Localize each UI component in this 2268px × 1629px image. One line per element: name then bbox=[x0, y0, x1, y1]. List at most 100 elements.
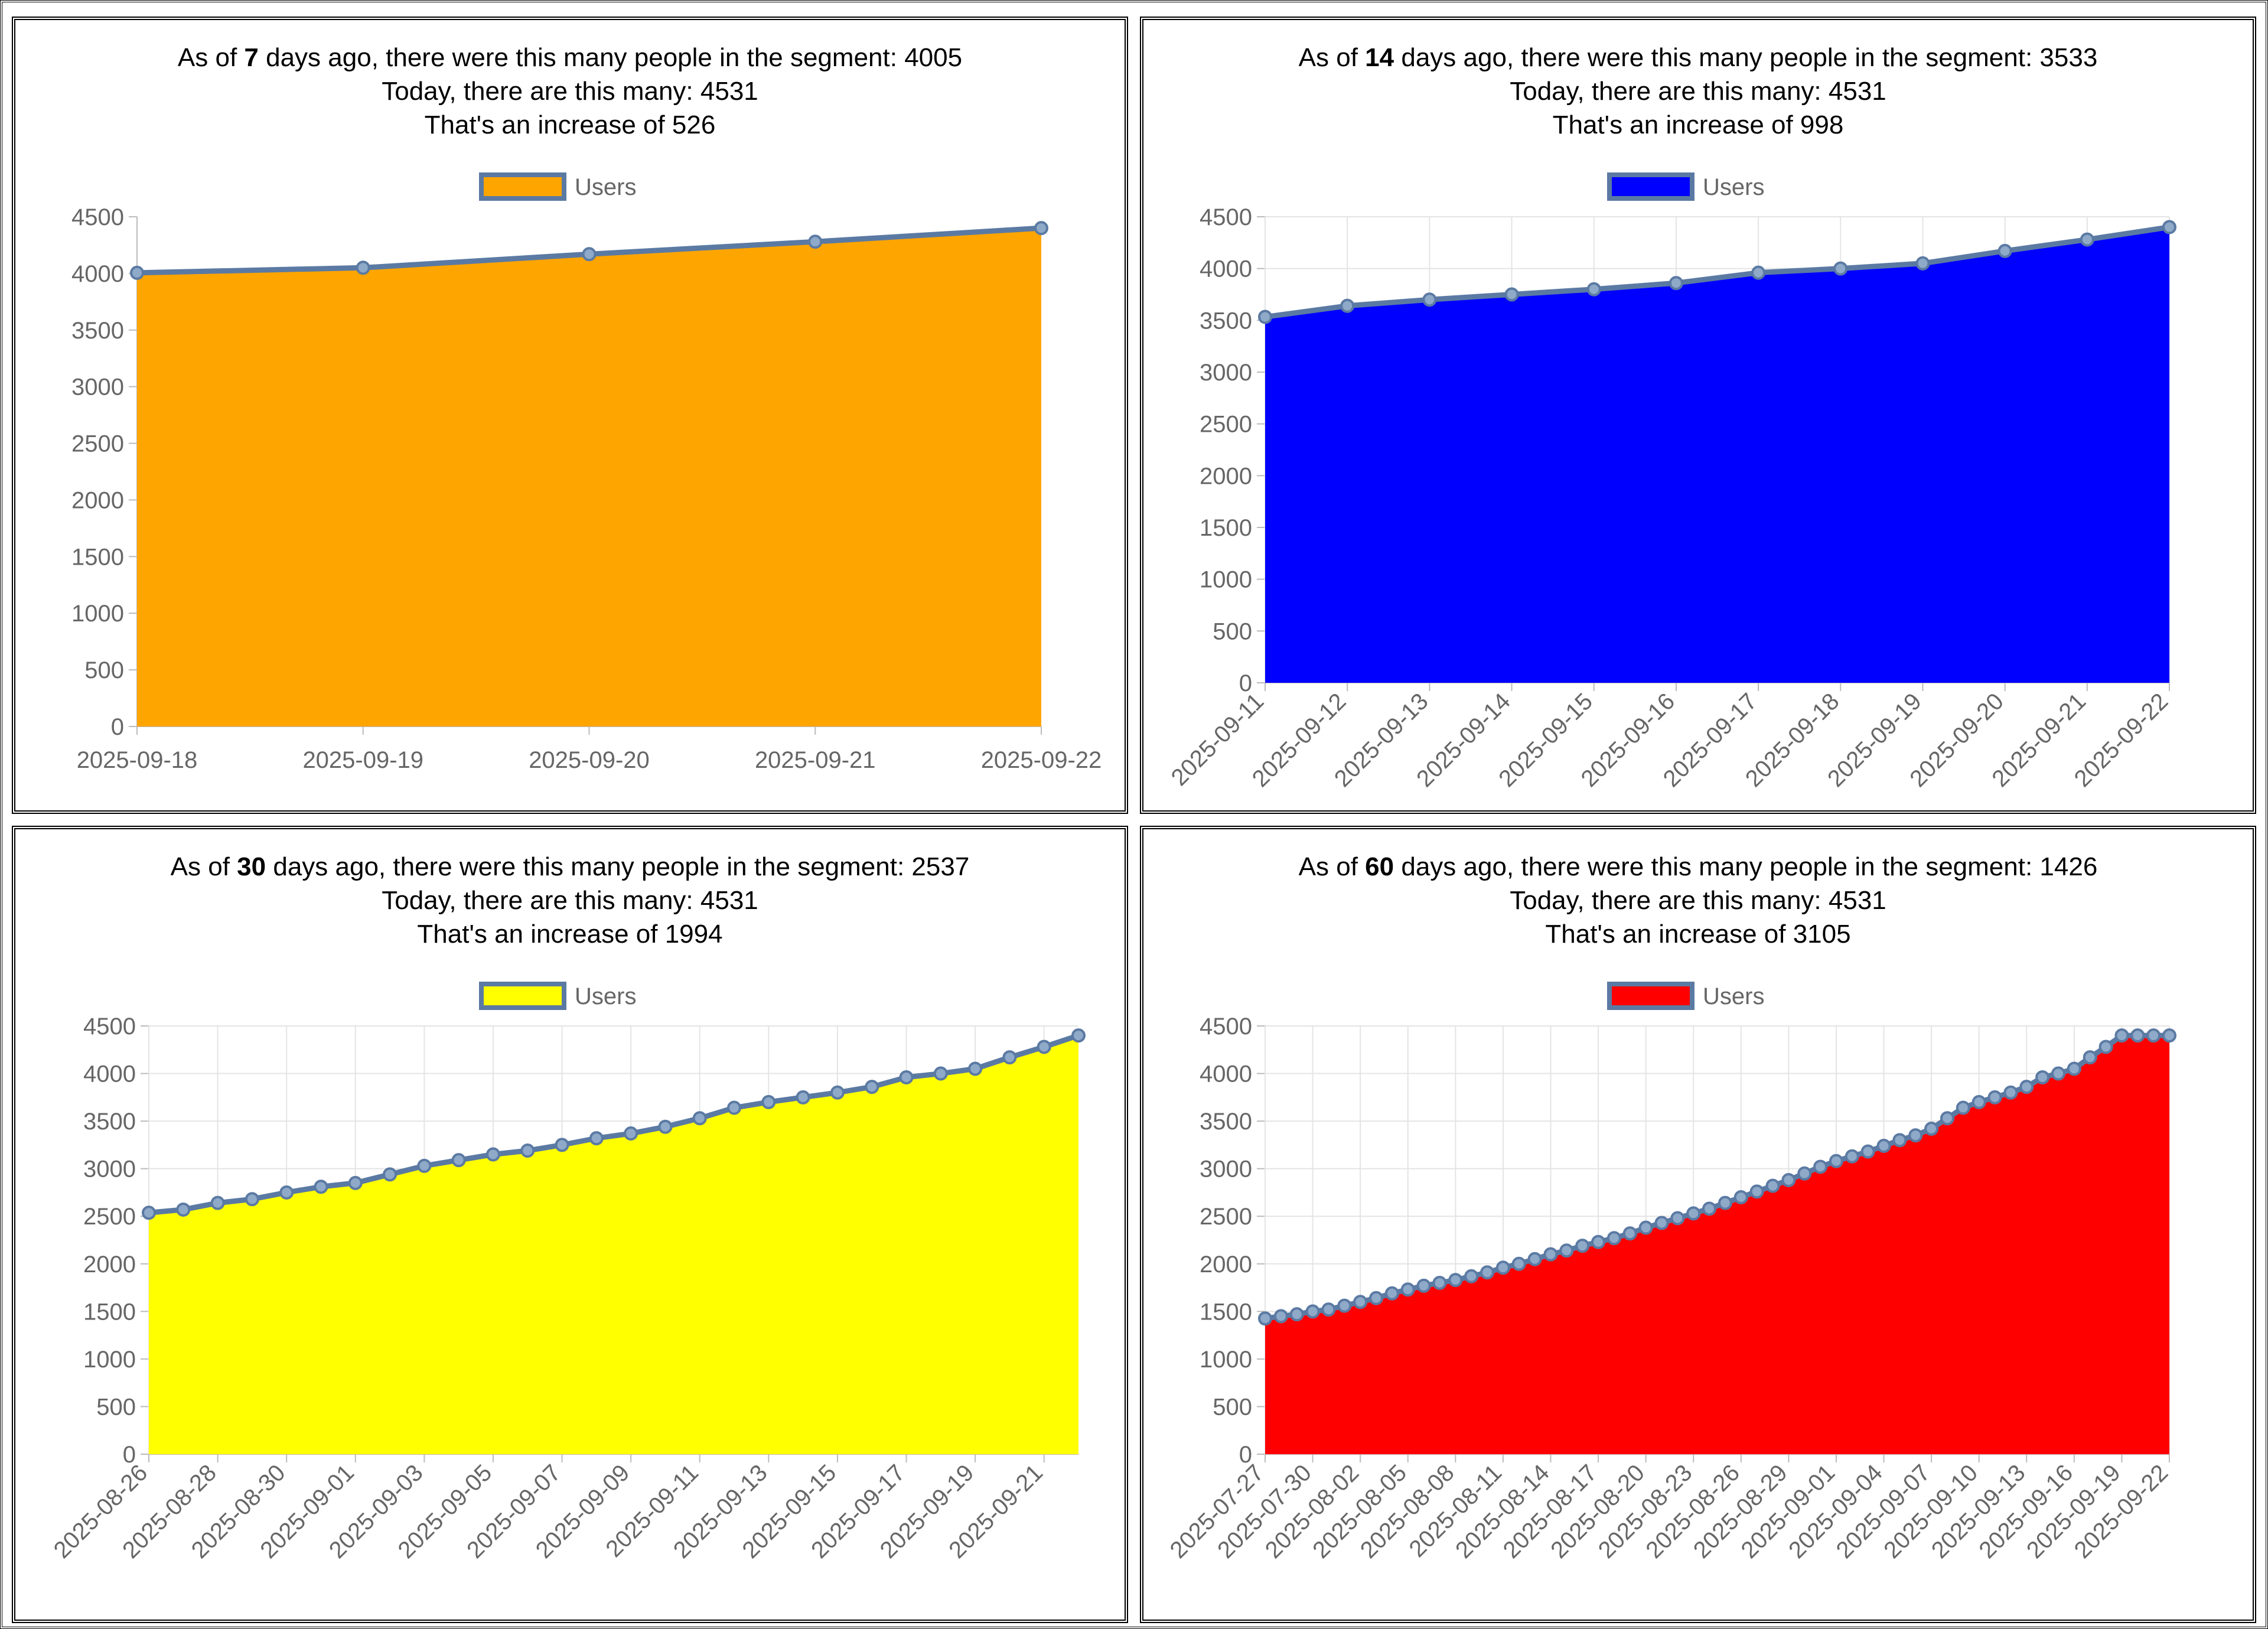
data-point[interactable] bbox=[761, 1094, 776, 1109]
data-point[interactable] bbox=[658, 1119, 673, 1134]
legend-label[interactable]: Users bbox=[575, 174, 636, 200]
data-point[interactable] bbox=[830, 1085, 845, 1100]
data-point[interactable] bbox=[727, 1100, 742, 1115]
data-point[interactable] bbox=[142, 1206, 156, 1220]
data-point[interactable] bbox=[589, 1131, 604, 1146]
data-point[interactable] bbox=[1321, 1302, 1336, 1317]
data-point[interactable] bbox=[1833, 261, 1848, 276]
data-point[interactable] bbox=[383, 1167, 397, 1182]
data-point[interactable] bbox=[1749, 1184, 1764, 1199]
data-point[interactable] bbox=[1495, 1260, 1510, 1275]
data-point[interactable] bbox=[2098, 1040, 2113, 1054]
data-point[interactable] bbox=[968, 1061, 983, 1076]
data-point[interactable] bbox=[176, 1202, 191, 1217]
data-point[interactable] bbox=[1813, 1159, 1828, 1174]
data-point[interactable] bbox=[1860, 1144, 1875, 1159]
data-point[interactable] bbox=[1892, 1133, 1907, 1148]
legend-label[interactable]: Users bbox=[1703, 983, 1764, 1009]
data-point[interactable] bbox=[2051, 1066, 2065, 1081]
data-point[interactable] bbox=[1480, 1265, 1495, 1280]
data-point[interactable] bbox=[1305, 1304, 1320, 1319]
data-point[interactable] bbox=[1432, 1276, 1447, 1290]
data-point[interactable] bbox=[348, 1175, 363, 1190]
data-point[interactable] bbox=[1622, 1226, 1637, 1241]
legend-swatch[interactable] bbox=[1607, 172, 1695, 201]
data-point[interactable] bbox=[2130, 1028, 2145, 1043]
data-point[interactable] bbox=[1876, 1139, 1891, 1153]
data-point[interactable] bbox=[1464, 1269, 1479, 1283]
data-point[interactable] bbox=[1654, 1216, 1669, 1230]
data-point[interactable] bbox=[624, 1126, 638, 1141]
legend-label[interactable]: Users bbox=[1703, 174, 1764, 200]
data-point[interactable] bbox=[314, 1180, 328, 1194]
data-point[interactable] bbox=[1422, 292, 1437, 307]
data-point[interactable] bbox=[2162, 1028, 2176, 1043]
data-point[interactable] bbox=[2146, 1028, 2161, 1043]
data-point[interactable] bbox=[2080, 232, 2094, 247]
data-point[interactable] bbox=[1586, 282, 1601, 297]
data-point[interactable] bbox=[520, 1143, 535, 1158]
data-point[interactable] bbox=[1353, 1295, 1368, 1309]
data-point[interactable] bbox=[1733, 1190, 1748, 1204]
data-point[interactable] bbox=[1002, 1050, 1017, 1065]
data-point[interactable] bbox=[2003, 1085, 2018, 1100]
data-point[interactable] bbox=[1384, 1286, 1399, 1301]
data-point[interactable] bbox=[1591, 1234, 1606, 1249]
data-point[interactable] bbox=[933, 1066, 948, 1081]
data-point[interactable] bbox=[1369, 1291, 1384, 1305]
data-point[interactable] bbox=[1258, 309, 1272, 324]
data-point[interactable] bbox=[1606, 1231, 1621, 1246]
data-point[interactable] bbox=[1504, 287, 1519, 302]
data-point[interactable] bbox=[210, 1195, 225, 1210]
data-point[interactable] bbox=[1829, 1154, 1843, 1168]
data-point[interactable] bbox=[1797, 1166, 1812, 1181]
legend-swatch[interactable] bbox=[1607, 982, 1695, 1010]
data-point[interactable] bbox=[899, 1070, 914, 1084]
data-point[interactable] bbox=[1987, 1090, 2002, 1105]
data-point[interactable] bbox=[692, 1111, 707, 1126]
data-point[interactable] bbox=[1997, 243, 2012, 258]
data-point[interactable] bbox=[1416, 1278, 1431, 1293]
data-point[interactable] bbox=[582, 247, 597, 262]
data-point[interactable] bbox=[1448, 1273, 1463, 1288]
data-point[interactable] bbox=[1751, 265, 1766, 280]
legend[interactable]: Users bbox=[479, 982, 636, 1010]
data-point[interactable] bbox=[1337, 1298, 1352, 1313]
data-point[interactable] bbox=[1940, 1111, 1954, 1126]
data-point[interactable] bbox=[451, 1153, 466, 1168]
data-point[interactable] bbox=[1718, 1195, 1732, 1210]
data-point[interactable] bbox=[555, 1138, 569, 1152]
data-point[interactable] bbox=[1575, 1239, 1590, 1253]
data-point[interactable] bbox=[1845, 1149, 1859, 1164]
data-point[interactable] bbox=[245, 1192, 259, 1207]
legend-swatch[interactable] bbox=[479, 172, 566, 201]
data-point[interactable] bbox=[2019, 1080, 2034, 1094]
data-point[interactable] bbox=[2035, 1070, 2050, 1084]
data-point[interactable] bbox=[2162, 220, 2176, 234]
data-point[interactable] bbox=[2083, 1050, 2097, 1065]
data-point[interactable] bbox=[1702, 1201, 1717, 1216]
data-point[interactable] bbox=[1908, 1128, 1923, 1143]
data-point[interactable] bbox=[796, 1090, 810, 1105]
data-point[interactable] bbox=[1273, 1309, 1288, 1324]
data-point[interactable] bbox=[1765, 1178, 1780, 1193]
data-point[interactable] bbox=[1037, 1040, 1051, 1054]
data-point[interactable] bbox=[1258, 1311, 1272, 1326]
data-point[interactable] bbox=[2067, 1061, 2081, 1076]
data-point[interactable] bbox=[1972, 1094, 1986, 1109]
data-point[interactable] bbox=[1071, 1028, 1086, 1043]
data-point[interactable] bbox=[1686, 1206, 1701, 1221]
data-point[interactable] bbox=[1340, 298, 1355, 313]
data-point[interactable] bbox=[1924, 1122, 1939, 1136]
data-point[interactable] bbox=[1543, 1247, 1558, 1262]
data-point[interactable] bbox=[417, 1158, 432, 1173]
data-point[interactable] bbox=[2114, 1028, 2129, 1043]
data-point[interactable] bbox=[1034, 221, 1048, 236]
data-point[interactable] bbox=[1527, 1252, 1542, 1266]
legend[interactable]: Users bbox=[1607, 172, 1764, 201]
data-point[interactable] bbox=[485, 1147, 500, 1162]
data-point[interactable] bbox=[1670, 1211, 1685, 1226]
data-point[interactable] bbox=[1400, 1282, 1415, 1297]
legend[interactable]: Users bbox=[479, 172, 636, 201]
data-point[interactable] bbox=[1511, 1256, 1526, 1271]
